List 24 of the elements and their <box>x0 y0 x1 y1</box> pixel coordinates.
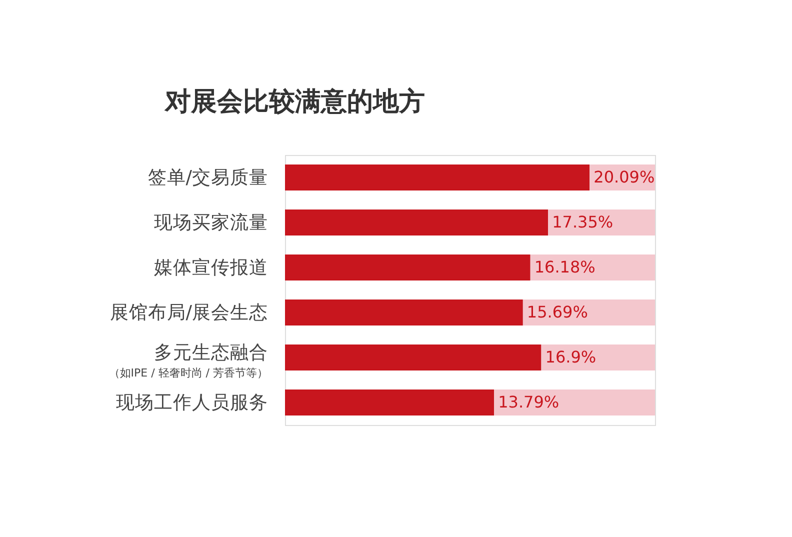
y-tick-label: 现场买家流量 <box>154 212 268 234</box>
bar <box>285 209 548 236</box>
bar <box>530 254 655 281</box>
y-tick-label: 签单/交易质量 <box>148 166 268 188</box>
y-tick-label: 现场工作人员服务 <box>116 392 268 414</box>
data-label: 16.18% <box>534 258 596 276</box>
data-label: 16.9% <box>545 348 596 366</box>
bar <box>285 299 523 326</box>
data-label: 17.35% <box>552 212 614 232</box>
y-tick-label: 多元生态融合（如IPE / 轻奢时尚 / 芳香节等） <box>108 342 268 380</box>
bar <box>285 389 494 416</box>
bar <box>285 344 542 371</box>
data-label: 20.09% <box>594 168 655 186</box>
bar <box>494 389 655 416</box>
bar <box>548 209 655 236</box>
y-tick-label: 媒体宣传报道 <box>154 256 268 278</box>
bar <box>285 164 590 191</box>
y-tick-label: 展馆布局/展会生态 <box>110 302 268 324</box>
bar <box>285 254 530 281</box>
bar <box>541 344 655 371</box>
data-label: 13.79% <box>498 392 560 412</box>
data-label: 15.69% <box>526 302 588 322</box>
bar <box>522 299 655 326</box>
chart-title: 对展会比较满意的地方 <box>164 87 425 117</box>
